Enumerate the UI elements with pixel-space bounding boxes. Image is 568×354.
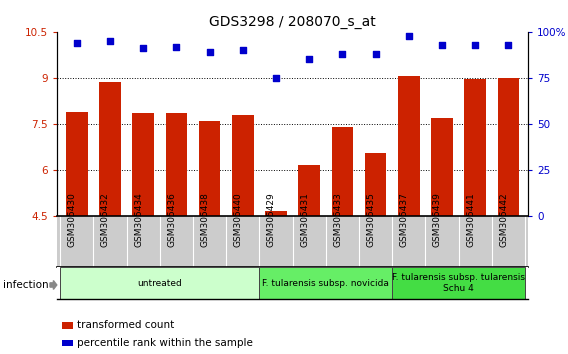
Bar	[365, 153, 386, 216]
Text: GSM305436: GSM305436	[168, 193, 176, 247]
Point	[238, 47, 247, 53]
Text: GSM305438: GSM305438	[201, 193, 210, 247]
Bar	[298, 165, 320, 216]
Bar	[132, 113, 154, 216]
Point	[470, 42, 479, 47]
Text: GSM305442: GSM305442	[499, 193, 508, 247]
Text: GSM305440: GSM305440	[233, 193, 243, 247]
Point	[139, 46, 148, 51]
Text: GSM305433: GSM305433	[333, 193, 343, 247]
Point	[437, 42, 446, 47]
Text: F. tularensis subsp. tularensis
Schu 4: F. tularensis subsp. tularensis Schu 4	[392, 274, 525, 293]
Bar	[260, 267, 392, 299]
Text: GSM305435: GSM305435	[366, 193, 375, 247]
Text: untreated: untreated	[137, 279, 182, 288]
Text: F. tularensis subsp. novicida: F. tularensis subsp. novicida	[262, 279, 389, 288]
Text: infection: infection	[3, 280, 48, 290]
Point	[106, 38, 115, 44]
Text: GSM305439: GSM305439	[433, 193, 442, 247]
Point	[172, 44, 181, 50]
Text: GSM305431: GSM305431	[300, 193, 309, 247]
Point	[72, 40, 81, 46]
Bar	[392, 267, 525, 299]
Bar	[498, 78, 519, 216]
Bar	[431, 118, 453, 216]
Point	[338, 51, 347, 57]
Bar	[232, 115, 253, 216]
Text: percentile rank within the sample: percentile rank within the sample	[77, 338, 253, 348]
Point	[205, 49, 214, 55]
Text: GSM305437: GSM305437	[400, 193, 409, 247]
Bar	[165, 113, 187, 216]
Text: GSM305432: GSM305432	[101, 193, 110, 247]
Text: GSM305434: GSM305434	[134, 193, 143, 247]
Text: transformed count: transformed count	[77, 320, 174, 330]
Bar	[332, 127, 353, 216]
Point	[304, 57, 314, 62]
Bar	[60, 267, 260, 299]
Text: GSM305430: GSM305430	[68, 193, 77, 247]
Bar	[66, 112, 87, 216]
Point	[504, 42, 513, 47]
Bar	[464, 79, 486, 216]
Title: GDS3298 / 208070_s_at: GDS3298 / 208070_s_at	[209, 16, 376, 29]
Bar	[199, 121, 220, 216]
Point	[272, 75, 281, 81]
Bar	[398, 76, 420, 216]
Text: GSM305441: GSM305441	[466, 193, 475, 247]
Bar	[265, 211, 287, 216]
Point	[404, 33, 414, 38]
Point	[371, 51, 380, 57]
Bar	[99, 82, 121, 216]
Text: GSM305429: GSM305429	[267, 193, 276, 247]
